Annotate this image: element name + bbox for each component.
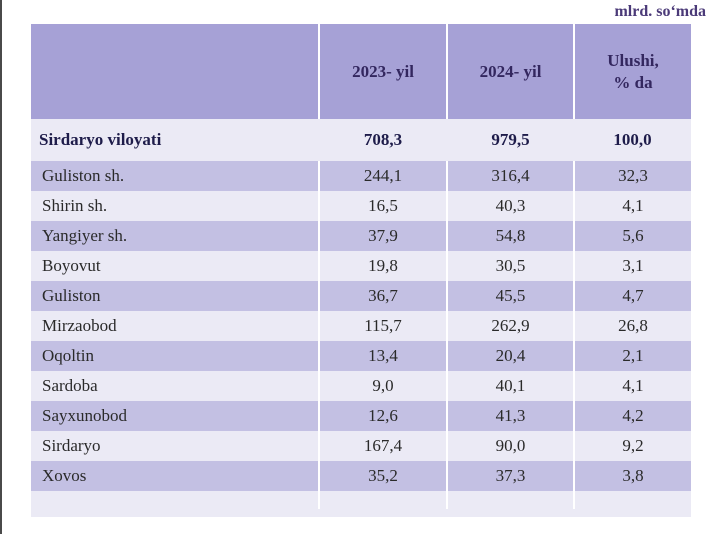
header-share-line2: % da [613, 72, 653, 92]
cell-region: Guliston [31, 281, 319, 311]
cell-2023: 36,7 [318, 281, 447, 311]
cell-2023: 115,7 [318, 311, 447, 341]
cell-region: Sardoba [31, 371, 319, 401]
total-region: Sirdaryo viloyati [31, 119, 319, 161]
header-2024: 2024- yil [446, 24, 574, 119]
spacer-cell [573, 491, 691, 509]
cell-2024: 45,5 [446, 281, 574, 311]
cell-share: 4,2 [573, 401, 691, 431]
table-row: Shirin sh. 16,5 40,3 4,1 [31, 191, 691, 221]
table-row: Yangiyer sh. 37,9 54,8 5,6 [31, 221, 691, 251]
cell-region: Yangiyer sh. [31, 221, 319, 251]
header-region [31, 24, 319, 119]
cell-2024: 30,5 [446, 251, 574, 281]
cell-share: 3,8 [573, 461, 691, 491]
cell-2023: 244,1 [318, 161, 447, 191]
cell-2023: 35,2 [318, 461, 447, 491]
cell-2023: 167,4 [318, 431, 447, 461]
table-row: Sirdaryo 167,4 90,0 9,2 [31, 431, 691, 461]
cell-share: 32,3 [573, 161, 691, 191]
table-row: Sayxunobod 12,6 41,3 4,2 [31, 401, 691, 431]
table-bottom-spacer [31, 491, 691, 509]
cell-region: Mirzaobod [31, 311, 319, 341]
table-row: Boyovut 19,8 30,5 3,1 [31, 251, 691, 281]
cell-2024: 37,3 [446, 461, 574, 491]
total-2023: 708,3 [319, 119, 447, 161]
total-row: Sirdaryo viloyati 708,3 979,5 100,0 [31, 119, 691, 161]
cell-region: Sayxunobod [31, 401, 319, 431]
cell-region: Sirdaryo [31, 431, 319, 461]
header-share: Ulushi, % da [573, 24, 691, 119]
table-row: Oqoltin 13,4 20,4 2,1 [31, 341, 691, 371]
cell-2024: 40,3 [446, 191, 574, 221]
cell-share: 4,7 [573, 281, 691, 311]
cell-share: 9,2 [573, 431, 691, 461]
table-row: Xovos 35,2 37,3 3,8 [31, 461, 691, 491]
cell-region: Oqoltin [31, 341, 319, 371]
unit-note: mlrd. so‘mda [614, 3, 706, 20]
cell-2024: 20,4 [446, 341, 574, 371]
cell-share: 5,6 [573, 221, 691, 251]
cell-2023: 9,0 [318, 371, 447, 401]
cell-2023: 16,5 [318, 191, 447, 221]
header-share-line1: Ulushi, [607, 50, 659, 70]
table-row: Guliston 36,7 45,5 4,7 [31, 281, 691, 311]
table-header-row: 2023- yil 2024- yil Ulushi, % da [31, 24, 691, 119]
data-table: 2023- yil 2024- yil Ulushi, % da Sirdary… [31, 24, 691, 509]
cell-share: 4,1 [573, 371, 691, 401]
spacer-cell [318, 491, 447, 509]
cell-2024: 40,1 [446, 371, 574, 401]
cell-region: Guliston sh. [31, 161, 319, 191]
cell-2023: 12,6 [318, 401, 447, 431]
table-row: Guliston sh. 244,1 316,4 32,3 [31, 161, 691, 191]
spacer-cell [446, 491, 574, 509]
spacer-cell [31, 491, 319, 509]
cell-region: Xovos [31, 461, 319, 491]
cell-region: Boyovut [31, 251, 319, 281]
cell-2024: 262,9 [446, 311, 574, 341]
cell-2024: 316,4 [446, 161, 574, 191]
cell-2024: 41,3 [446, 401, 574, 431]
data-table-container: 2023- yil 2024- yil Ulushi, % da Sirdary… [31, 24, 691, 517]
cell-2023: 13,4 [318, 341, 447, 371]
total-share: 100,0 [574, 119, 691, 161]
cell-2024: 90,0 [446, 431, 574, 461]
total-2024: 979,5 [447, 119, 574, 161]
cell-share: 26,8 [573, 311, 691, 341]
table-row: Sardoba 9,0 40,1 4,1 [31, 371, 691, 401]
table-row: Mirzaobod 115,7 262,9 26,8 [31, 311, 691, 341]
cell-2023: 37,9 [318, 221, 447, 251]
page-left-border [0, 0, 2, 534]
header-2023: 2023- yil [318, 24, 447, 119]
cell-share: 2,1 [573, 341, 691, 371]
cell-share: 4,1 [573, 191, 691, 221]
cell-2023: 19,8 [318, 251, 447, 281]
cell-region: Shirin sh. [31, 191, 319, 221]
cell-2024: 54,8 [446, 221, 574, 251]
cell-share: 3,1 [573, 251, 691, 281]
